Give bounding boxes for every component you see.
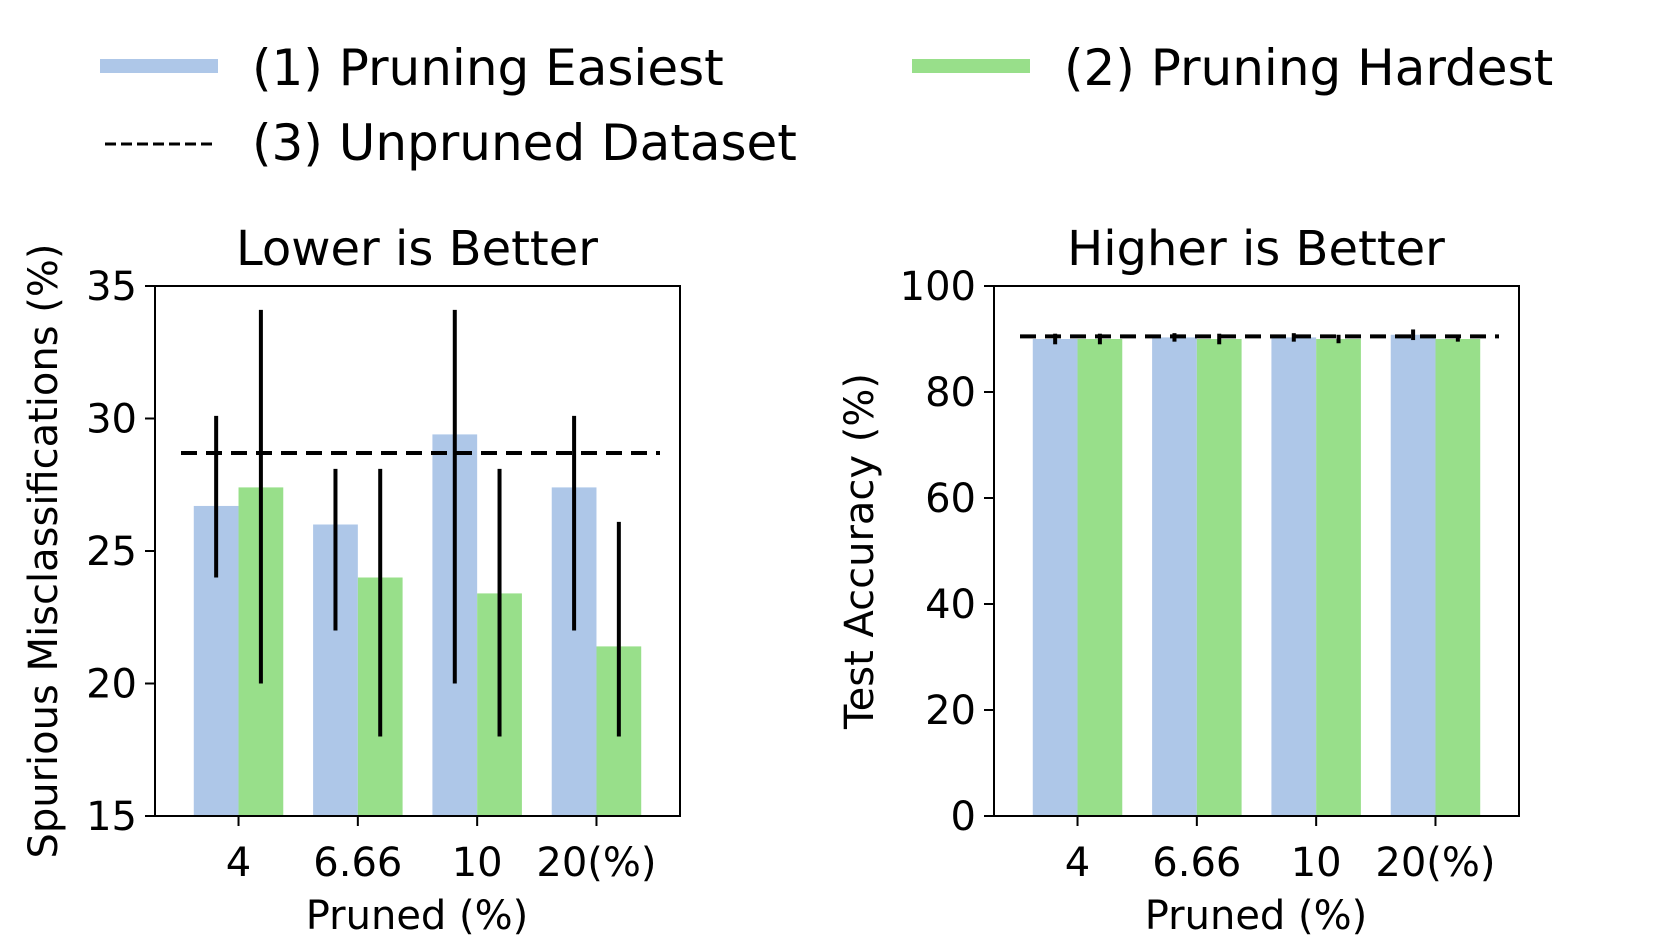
bar-easiest-0 bbox=[1032, 339, 1078, 816]
x-tick-label: 10 bbox=[1291, 840, 1342, 886]
y-tick-label: 15 bbox=[86, 794, 137, 840]
legend-label-hardest: (2) Pruning Hardest bbox=[1064, 39, 1553, 97]
y-tick-label: 80 bbox=[925, 370, 976, 416]
y-tick-label: 30 bbox=[86, 397, 137, 443]
x-axis-label: Pruned (%) bbox=[306, 893, 529, 939]
x-tick-label: 10 bbox=[452, 840, 503, 886]
y-tick-label: 40 bbox=[925, 582, 976, 628]
legend: (1) Pruning Easiest (2) Pruning Hardest … bbox=[100, 39, 1553, 172]
legend-label-unpruned: (3) Unpruned Dataset bbox=[252, 114, 797, 172]
x-tick-label: 6.66 bbox=[313, 840, 402, 886]
bar-hardest-1 bbox=[1196, 339, 1242, 816]
x-tick-label: 20(%) bbox=[536, 840, 656, 886]
chart-title: Higher is Better bbox=[1067, 221, 1445, 277]
y-axis-label: Spurious Misclassifications (%) bbox=[21, 243, 67, 858]
plot-frame bbox=[993, 285, 1520, 817]
bar-hardest-0 bbox=[1077, 339, 1123, 816]
legend-label-easiest: (1) Pruning Easiest bbox=[252, 39, 724, 97]
bar-easiest-3 bbox=[1390, 334, 1436, 816]
bar-hardest-2 bbox=[1316, 339, 1361, 816]
legend-swatch-hardest bbox=[912, 59, 1030, 73]
chart-test-accuracy: Higher is Better 0 20 40 60 80 100 4 6.66 10 20(… bbox=[837, 221, 1520, 939]
bar-hardest-3 bbox=[1435, 339, 1481, 816]
x-tick-label: 4 bbox=[226, 840, 251, 886]
legend-swatch-easiest bbox=[100, 59, 218, 73]
y-tick-label: 35 bbox=[86, 264, 137, 310]
y-tick-label: 20 bbox=[925, 688, 976, 734]
x-tick-label: 6.66 bbox=[1152, 840, 1241, 886]
y-tick-label: 100 bbox=[900, 264, 976, 310]
y-tick-label: 0 bbox=[951, 794, 976, 840]
bar-easiest-1 bbox=[1152, 337, 1197, 816]
chart-title: Lower is Better bbox=[236, 221, 598, 277]
y-tick-label: 60 bbox=[925, 476, 976, 522]
x-tick-label: 20(%) bbox=[1375, 840, 1495, 886]
y-tick-label: 25 bbox=[86, 529, 137, 575]
bar-easiest-2 bbox=[1271, 337, 1317, 816]
y-tick-label: 20 bbox=[86, 662, 137, 708]
x-tick-label: 4 bbox=[1065, 840, 1090, 886]
x-axis-label: Pruned (%) bbox=[1145, 893, 1368, 939]
y-axis-label: Test Accuracy (%) bbox=[837, 373, 883, 730]
